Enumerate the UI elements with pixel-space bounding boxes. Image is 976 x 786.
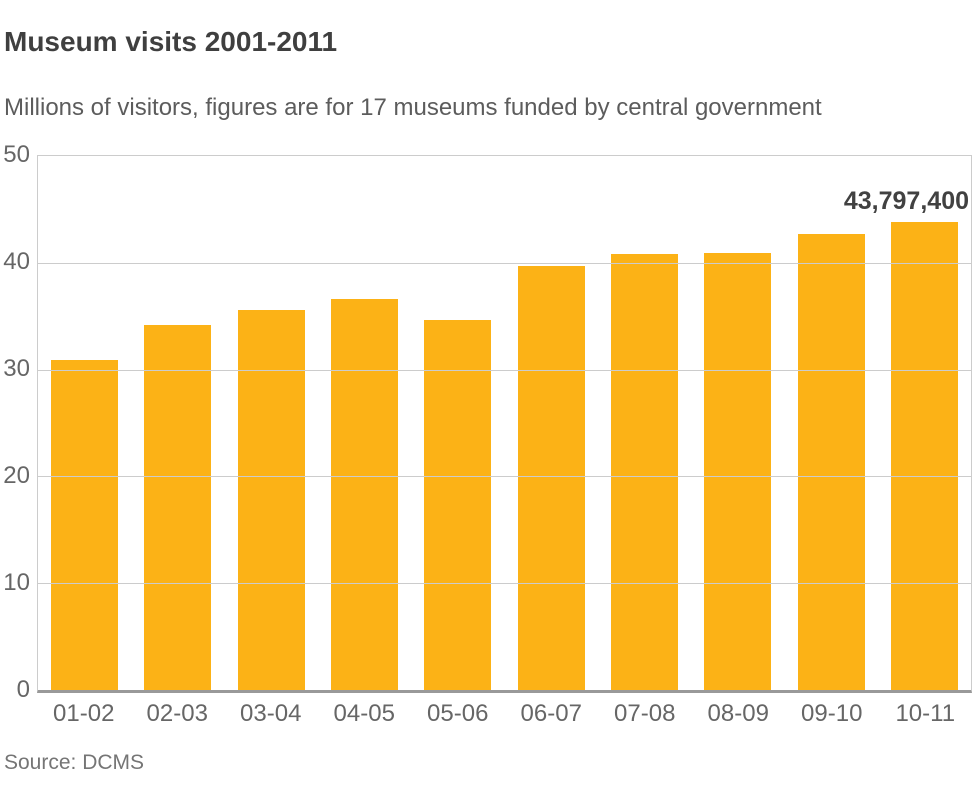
x-tick-label-06-07: 06-07: [520, 700, 582, 727]
bars-row: [38, 156, 971, 690]
bar-column-10-11: [878, 156, 971, 690]
y-tick-label: 0: [16, 676, 30, 703]
bar-column-04-05: [318, 156, 411, 690]
bar-08-09: [704, 253, 772, 690]
x-axis: 01-02 02-03 03-04 04-05 05-06 06-07 07-08 08-09…: [37, 700, 972, 728]
x-tick-label-05-06: 05-06: [427, 700, 489, 727]
x-tick-label-07-08: 07-08: [614, 700, 676, 727]
chart-title: Museum visits 2001-2011: [4, 26, 338, 57]
gridline: [38, 583, 971, 585]
y-tick-label: 30: [3, 355, 30, 382]
bar-column-05-06: [411, 156, 504, 690]
bar-column-02-03: [131, 156, 224, 690]
bar-column-09-10: [784, 156, 877, 690]
bar-06-07: [517, 266, 585, 690]
bar-column-08-09: [691, 156, 784, 690]
bar-01-02: [51, 360, 119, 690]
gridline: [38, 262, 971, 264]
plot-area: 43,797,400: [37, 155, 972, 693]
y-axis: 0 10 20 30 40 50: [0, 143, 32, 702]
x-tick-label-10-11: 10-11: [895, 700, 956, 727]
bar-column-07-08: [598, 156, 691, 690]
bar-column-06-07: [504, 156, 597, 690]
y-tick-label: 50: [3, 141, 30, 168]
bar-value-annotation: 43,797,400: [843, 187, 969, 216]
bar-column-01-02: [38, 156, 131, 690]
y-tick-label: 10: [3, 569, 30, 596]
y-tick-label: 20: [3, 462, 30, 489]
bar-03-04: [237, 309, 305, 690]
bar-04-05: [331, 299, 399, 690]
bar-09-10: [797, 233, 865, 690]
x-tick-label-04-05: 04-05: [333, 700, 395, 727]
x-tick-label-02-03: 02-03: [146, 700, 208, 727]
gridline: [38, 369, 971, 371]
chart-subtitle: Millions of visitors, figures are for 17…: [4, 94, 822, 121]
bar-05-06: [424, 320, 492, 690]
gridline: [38, 476, 971, 478]
bar-column-03-04: [225, 156, 318, 690]
y-tick-label: 40: [3, 248, 30, 275]
x-tick-label-09-10: 09-10: [801, 700, 863, 727]
chart-source: Source: DCMS: [4, 751, 145, 774]
x-tick-label-01-02: 01-02: [53, 700, 115, 727]
bar-02-03: [144, 324, 212, 690]
x-tick-label-03-04: 03-04: [240, 700, 302, 727]
bar-07-08: [610, 254, 678, 690]
x-tick-label-08-09: 08-09: [707, 700, 769, 727]
bar-10-11: [890, 222, 958, 690]
